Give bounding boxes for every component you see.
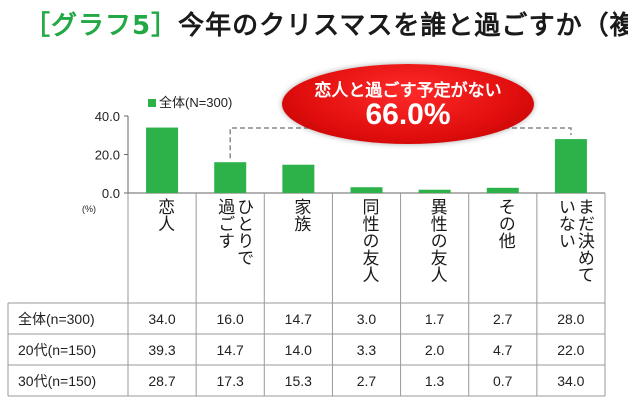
bar xyxy=(214,162,247,193)
y-tick-label: 0.0 xyxy=(102,186,120,201)
callout-bubble: 恋人と過ごす予定がない 66.0% xyxy=(282,64,534,144)
bar xyxy=(486,187,519,193)
category-label: 同性の友人 xyxy=(358,198,379,283)
table-cell: 28.7 xyxy=(148,373,176,389)
table-cell: 1.7 xyxy=(424,311,445,327)
table-cell: 14.7 xyxy=(216,342,244,358)
table-cell: 17.3 xyxy=(216,373,244,389)
y-tick-label: 20.0 xyxy=(95,148,120,163)
table-cell: 14.0 xyxy=(284,342,312,358)
data-table: 全体(n=300) 34.0 16.0 14.7 3.0 1.7 2.7 28.0 20代(n=… xyxy=(0,303,628,399)
bar xyxy=(418,189,451,193)
y-unit-label: (%) xyxy=(82,204,96,214)
category-label: その他 xyxy=(494,198,515,249)
table-cell: 3.3 xyxy=(356,342,377,358)
bar xyxy=(350,187,383,193)
table-row-label: 全体(n=300) xyxy=(18,311,95,327)
table-cell: 14.7 xyxy=(284,311,312,327)
y-tick-label: 40.0 xyxy=(95,109,120,124)
bar xyxy=(146,127,179,193)
table-cell: 4.7 xyxy=(492,342,513,358)
table-cell: 2.7 xyxy=(492,311,513,327)
table-cell: 3.0 xyxy=(356,311,377,327)
title-main: 今年のクリスマスを誰と過ごすか（複数回答） xyxy=(178,11,628,41)
table-cell: 22.0 xyxy=(557,342,585,358)
legend-label: 全体(N=300) xyxy=(159,95,233,110)
table-cell: 15.3 xyxy=(284,373,312,389)
category-label: まだ決めて いない xyxy=(554,198,594,283)
legend: 全体(N=300) xyxy=(148,94,232,112)
bar xyxy=(282,164,315,193)
table-cell: 1.3 xyxy=(424,373,445,389)
table-row-label: 30代(n=150) xyxy=(18,373,97,389)
table-row-label: 20代(n=150) xyxy=(18,342,97,358)
callout-text: 恋人と過ごす予定がない xyxy=(314,81,502,101)
legend-swatch xyxy=(148,99,156,107)
callout-value: 66.0% xyxy=(365,98,451,131)
table-cell: 28.0 xyxy=(557,311,585,327)
category-label: 異性の友人 xyxy=(426,198,447,283)
table-cell: 34.0 xyxy=(557,373,585,389)
category-label: 家族 xyxy=(290,198,311,232)
table-cell: 2.7 xyxy=(356,373,377,389)
title-prefix: ［グラフ5］ xyxy=(24,11,179,41)
category-label: 恋人 xyxy=(154,198,175,232)
table-cell: 2.0 xyxy=(424,342,445,358)
chart-title: ［グラフ5］今年のクリスマスを誰と過ごすか（複数回答） xyxy=(24,6,628,46)
table-row: 20代(n=150) 39.3 14.7 14.0 3.3 2.0 4.7 22.0 xyxy=(0,334,628,366)
table-cell: 39.3 xyxy=(148,342,176,358)
table-row: 30代(n=150) 28.7 17.3 15.3 2.7 1.3 0.7 34.0 xyxy=(0,365,628,397)
table-cell: 34.0 xyxy=(148,311,176,327)
table-cell: 16.0 xyxy=(216,311,244,327)
table-cell: 0.7 xyxy=(492,373,513,389)
category-label: ひとりで 過ごす xyxy=(214,198,254,266)
bar xyxy=(554,139,587,193)
table-row: 全体(n=300) 34.0 16.0 14.7 3.0 1.7 2.7 28.0 xyxy=(0,303,628,335)
